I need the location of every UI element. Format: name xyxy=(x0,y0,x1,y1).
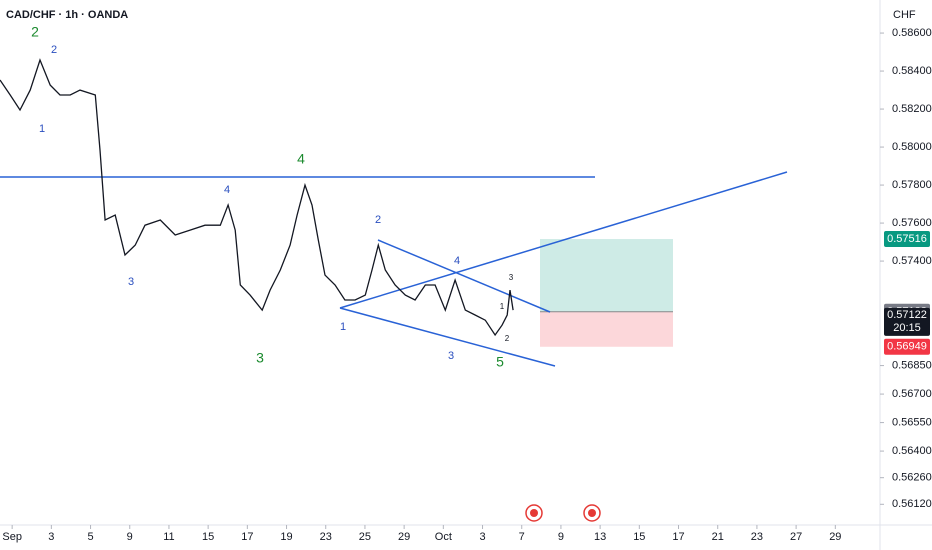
trend-line xyxy=(377,239,551,313)
position-box xyxy=(540,239,673,347)
wave-label: 4 xyxy=(454,255,460,267)
target-zone xyxy=(540,239,673,312)
wave-label: 4 xyxy=(224,184,230,196)
target-price-label: 0.57516 xyxy=(887,233,927,245)
trend-line xyxy=(339,307,556,367)
x-tick-label: 23 xyxy=(751,531,763,543)
y-tick-label: 0.58000 xyxy=(892,141,932,153)
wave-label: 2 xyxy=(51,44,57,56)
y-tick-label: 0.56400 xyxy=(892,445,932,457)
x-tick-label: 15 xyxy=(202,531,214,543)
wave-label: 3 xyxy=(448,350,454,362)
wave-label: 1 xyxy=(500,302,505,311)
x-tick-label: 3 xyxy=(479,531,485,543)
last-price-label: 0.57122 xyxy=(887,309,927,321)
y-tick-label: 0.57400 xyxy=(892,255,932,267)
x-tick-label: 7 xyxy=(519,531,525,543)
stop-price-label-bg xyxy=(884,338,930,355)
countdown: 20:15 xyxy=(893,322,921,334)
stop-price-label: 0.56949 xyxy=(887,341,927,353)
x-tick-label: 13 xyxy=(594,531,606,543)
x-tick-label: 11 xyxy=(163,531,174,543)
y-tick-label: 0.56550 xyxy=(892,416,932,428)
y-tick-label: 0.56700 xyxy=(892,388,932,400)
x-tick-label: 29 xyxy=(829,531,841,543)
target-price-label-bg xyxy=(884,231,930,248)
plot xyxy=(0,58,514,337)
wave-label: 2 xyxy=(31,24,39,40)
x-tick-label: 9 xyxy=(127,531,133,543)
y-tick-label: 0.58200 xyxy=(892,103,932,115)
x-tick-label: Sep xyxy=(2,531,22,543)
x-tick-label: 19 xyxy=(280,531,292,543)
x-tick-label: 5 xyxy=(87,531,93,543)
x-tick-label: 29 xyxy=(398,531,410,543)
wave-label: 1 xyxy=(39,123,45,135)
wave-label: 3 xyxy=(256,350,264,366)
trend-line xyxy=(339,171,788,309)
y-tick-label: 0.57600 xyxy=(892,217,932,229)
x-tick-label: Oct xyxy=(435,531,452,543)
currency-label: CHF xyxy=(893,9,916,21)
y-tick-label: 0.56260 xyxy=(892,472,932,484)
x-tick-label: 25 xyxy=(359,531,371,543)
wave-label: 2 xyxy=(505,334,510,343)
wave-label: 5 xyxy=(496,354,504,370)
wave-label: 3 xyxy=(128,276,134,288)
y-tick-label: 0.56120 xyxy=(892,498,932,510)
wave-label: 1 xyxy=(340,321,346,333)
price-line xyxy=(0,58,514,337)
x-tick-label: 27 xyxy=(790,531,802,543)
wave-label: 4 xyxy=(297,151,305,167)
y-tick-label: 0.56850 xyxy=(892,359,932,371)
x-tick-label: 15 xyxy=(633,531,645,543)
x-tick-label: 17 xyxy=(672,531,684,543)
x-tick-label: 21 xyxy=(712,531,724,543)
y-tick-label: 0.58400 xyxy=(892,65,932,77)
x-tick-label: 9 xyxy=(558,531,564,543)
last-price-bg xyxy=(884,307,930,336)
stop-zone xyxy=(540,311,673,347)
x-tick-label: 3 xyxy=(48,531,54,543)
wave-label: 2 xyxy=(375,214,381,226)
event-icon[interactable] xyxy=(525,504,543,522)
y-tick-label: 0.57800 xyxy=(892,179,932,191)
wave-label: 3 xyxy=(509,273,514,282)
x-tick-label: 23 xyxy=(320,531,332,543)
x-tick-label: 17 xyxy=(241,531,253,543)
event-icon[interactable] xyxy=(583,504,601,522)
y-tick-label: 0.58600 xyxy=(892,27,932,39)
chart-title: CAD/CHF · 1h · OANDA xyxy=(6,9,128,21)
